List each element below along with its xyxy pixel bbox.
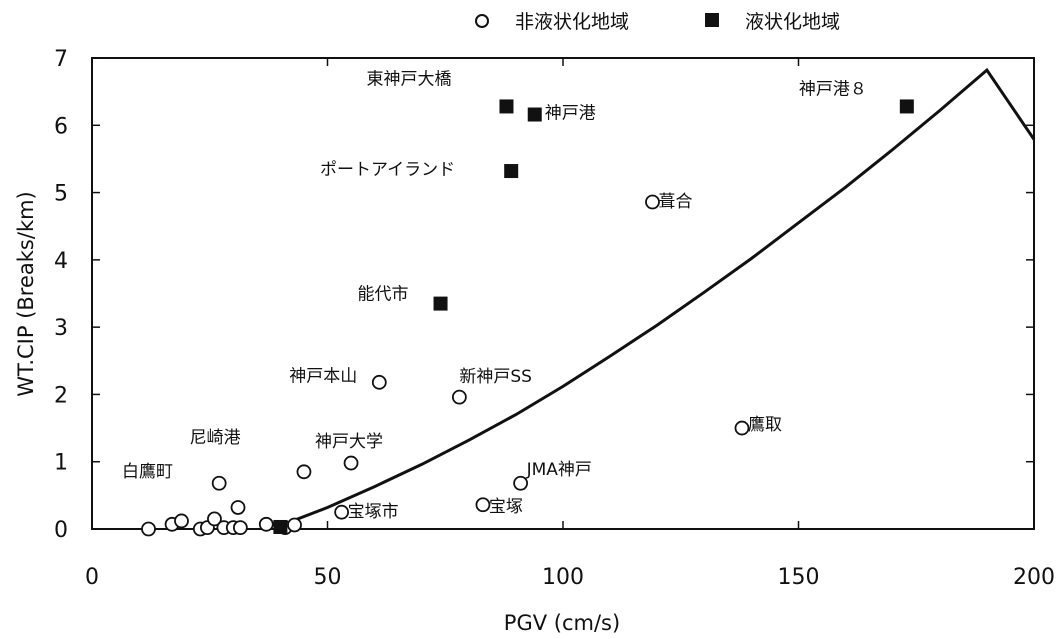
y-tick-label: 4 xyxy=(54,249,68,274)
data-point-label: 新神戸SS xyxy=(459,367,532,387)
plot-frame xyxy=(91,57,1035,530)
y-tick-label: 1 xyxy=(54,451,68,476)
data-point-label: 神戸大学 xyxy=(315,432,383,452)
axis-ticks: 0 50 100 150 200 0 1 2 3 4 5 6 7 xyxy=(54,47,1055,590)
data-point-non-liquefied xyxy=(296,464,312,480)
data-point-non-liquefied xyxy=(734,420,750,436)
data-point-non-liquefied xyxy=(207,511,222,527)
x-tick-label: 50 xyxy=(314,565,342,590)
data-point-label: 能代市 xyxy=(358,285,409,305)
data-point-non-liquefied xyxy=(343,455,359,471)
y-tick-label: 0 xyxy=(54,518,68,543)
legend-marker-liquefied xyxy=(705,13,719,27)
data-point-liquefied xyxy=(504,164,519,179)
data-point-liquefied xyxy=(499,99,514,114)
data-point-liquefied xyxy=(527,107,542,122)
data-point-label: 尼崎港 xyxy=(190,428,241,448)
data-point-label: 宝塚 xyxy=(489,497,523,517)
y-tick-label: 7 xyxy=(54,47,68,72)
legend: 非液状化地域 液状化地域 xyxy=(475,11,840,33)
data-point-non-liquefied xyxy=(334,504,350,520)
data-point-non-liquefied xyxy=(645,194,660,210)
data-point-liquefied xyxy=(433,296,448,311)
fit-curve xyxy=(279,67,1036,528)
data-point-label: 鷹取 xyxy=(748,414,782,435)
data-point-label: 葺合 xyxy=(658,192,692,212)
data-point-non-liquefied xyxy=(258,516,274,532)
legend-label-non-liquefied: 非液状化地域 xyxy=(515,11,629,33)
data-point-liquefied xyxy=(899,99,914,114)
y-tick-label: 2 xyxy=(54,383,68,408)
data-point-label: 東神戸大橋 xyxy=(366,69,451,89)
fit-curve-layer xyxy=(279,67,1036,528)
data-point-label: JMA神戸 xyxy=(526,460,592,480)
y-axis-title: WT.CIP (Breaks/km) xyxy=(14,191,38,397)
data-point-label: 宝塚市 xyxy=(348,502,399,522)
annotation-label: 白鷹町 xyxy=(122,461,173,482)
data-point-label: 神戸港 xyxy=(545,104,596,124)
data-point-non-liquefied xyxy=(475,497,491,513)
x-axis-title: PGV (cm/s) xyxy=(504,611,620,635)
data-point-non-liquefied xyxy=(230,500,246,515)
data-point-non-liquefied xyxy=(232,520,248,536)
data-point-non-liquefied xyxy=(174,513,189,529)
x-tick-label: 0 xyxy=(85,565,99,590)
data-point-non-liquefied xyxy=(287,517,302,533)
data-points-layer xyxy=(141,99,914,537)
data-point-non-liquefied xyxy=(451,389,467,405)
data-point-non-liquefied xyxy=(371,374,387,390)
data-point-label: 神戸港８ xyxy=(799,79,867,99)
y-tick-label: 5 xyxy=(54,182,68,207)
data-point-non-liquefied xyxy=(211,475,227,491)
legend-marker-non-liquefied xyxy=(475,14,489,28)
x-tick-label: 200 xyxy=(1013,565,1055,590)
data-point-label: 神戸本山 xyxy=(289,366,357,386)
y-tick-label: 6 xyxy=(54,114,68,139)
data-point-label: ポートアイランド xyxy=(320,160,455,180)
x-tick-label: 100 xyxy=(542,565,584,590)
legend-label-liquefied: 液状化地域 xyxy=(745,11,840,33)
y-tick-label: 3 xyxy=(54,316,68,341)
data-point-non-liquefied xyxy=(513,475,529,491)
data-point-non-liquefied xyxy=(141,521,156,537)
data-point-liquefied xyxy=(273,519,288,534)
x-tick-label: 150 xyxy=(778,565,820,590)
